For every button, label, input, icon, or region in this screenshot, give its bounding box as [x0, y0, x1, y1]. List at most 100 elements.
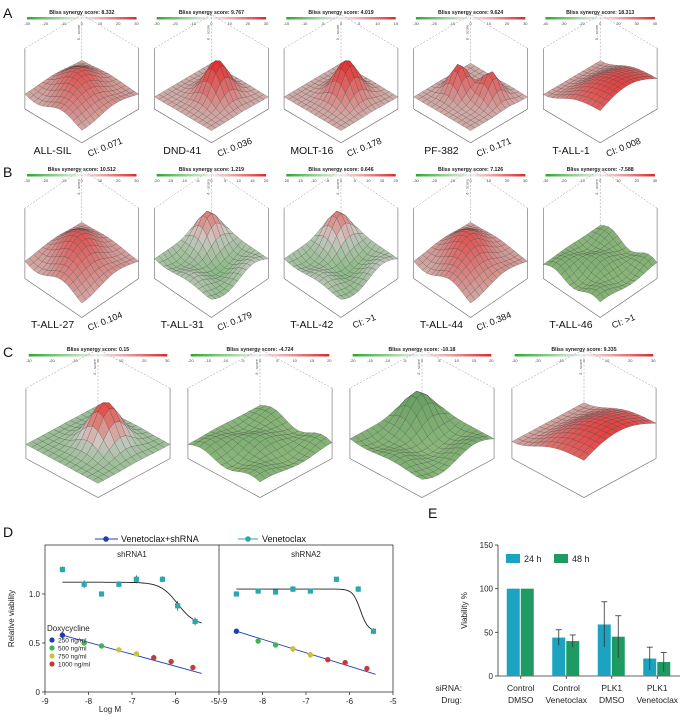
plot-box-frame	[154, 108, 269, 144]
z-axis-label: δ - score	[465, 24, 470, 40]
fit-curve-venetoclax	[62, 581, 202, 624]
color-scale-tick: 15	[310, 358, 315, 363]
data-point-combo	[272, 642, 279, 648]
synergy-score-label: Bliss synergy score: -4.724	[227, 347, 294, 353]
z-axis-label: δ - score	[76, 24, 81, 40]
plot-box-frame	[24, 108, 139, 144]
color-scale-tick: -20	[431, 178, 438, 183]
cell-line-label: T-ALL-31	[161, 319, 204, 331]
color-scale-tick: 20	[628, 358, 633, 363]
data-point-venetoclax	[133, 576, 139, 582]
cell-line-label: T-ALL-1	[552, 145, 590, 157]
plot-box-frame	[413, 14, 528, 49]
synergy-plot-b-2: Bliss synergy score: 1.219 -20 -15 -10 -5 0 5 1…	[154, 167, 269, 333]
panel-letter-e: E	[428, 505, 437, 521]
color-scale-tick: -10	[579, 178, 586, 183]
x-tick-label: -6	[346, 697, 354, 706]
bar-48h-2	[566, 641, 580, 676]
legend-label-2: 48 h	[572, 554, 590, 564]
category-drug: DMSO	[599, 695, 625, 705]
legend-label-combo: Venetoclax+shRNA	[121, 534, 199, 544]
panel-d: D Venetoclax+shRNA Venetoclax Relative viab…	[3, 524, 397, 714]
cell-line-label: T-ALL-44	[420, 319, 463, 331]
ci-label: CI: 0.384	[475, 310, 513, 333]
color-scale-tick: 0	[81, 21, 84, 26]
subplot-title: shRNA2	[291, 550, 321, 559]
bar-24h-1	[506, 588, 520, 676]
legend-swatch-2	[554, 554, 568, 563]
synergy-score-label: Bliss synergy score: 10.512	[48, 167, 116, 173]
data-point-combo	[290, 646, 296, 652]
panel-letter-a: A	[3, 5, 13, 21]
ci-label: CI: 0.179	[216, 310, 254, 333]
color-scale-tick: 20	[505, 178, 510, 183]
color-scale-tick: 0	[97, 358, 100, 363]
y-tick-label: 150	[480, 541, 494, 550]
row-label-sirna: siRNA:	[436, 683, 462, 693]
color-scale-tick: -20	[431, 21, 438, 26]
color-scale-tick: 0	[81, 178, 84, 183]
legend-marker-venetoclax	[245, 536, 251, 542]
legend-swatch-1	[506, 554, 520, 563]
surface-cell	[336, 295, 346, 300]
color-scale-tick: 15	[380, 178, 385, 183]
color-scale-tick: -15	[205, 358, 212, 363]
x-tick-label: -8	[85, 697, 93, 706]
color-scale-tick: 20	[246, 21, 251, 26]
plot-box-frame	[413, 168, 528, 209]
color-scale-tick: 20	[489, 358, 494, 363]
color-scale-tick: -5	[321, 21, 325, 26]
color-scale-tick: -40	[543, 21, 550, 26]
x-tick-label: -9	[41, 697, 49, 706]
z-axis-label: δ - score	[578, 358, 583, 374]
color-scale-tick: 5	[354, 178, 357, 183]
data-point-venetoclax	[255, 588, 261, 594]
plot-box-frame	[187, 458, 333, 498]
synergy-panels: A Bliss synergy score: 8.332 -30 -20 -10 0 10 2…	[3, 5, 658, 498]
color-scale-tick: -30	[413, 21, 420, 26]
surface-cell	[595, 293, 605, 303]
ci-label: CI: 0.008	[605, 136, 643, 159]
color-scale-tick: 10	[237, 178, 242, 183]
color-scale-tick: -20	[283, 178, 290, 183]
data-point-venetoclax	[116, 581, 122, 587]
ci-label: CI: 0.171	[475, 136, 513, 159]
color-scale-tick: 15	[393, 21, 398, 26]
color-scale-tick: -30	[543, 178, 550, 183]
subplot-shrna2: shRNA2	[233, 550, 377, 675]
z-axis-label: δ - score	[594, 178, 599, 194]
bar-48h-1	[520, 588, 534, 676]
synergy-plot-c-3: Bliss synergy score: -10.18 -20 -15 -10 -5 0 5…	[349, 347, 495, 498]
category-sirna: PLK1	[647, 683, 668, 693]
cell-line-label: MOLT-16	[290, 145, 333, 157]
synergy-score-label: Bliss synergy score: 9.767	[179, 10, 244, 16]
z-axis-label: δ - score	[594, 24, 599, 40]
data-point-combo	[255, 638, 261, 644]
surface-cell	[416, 475, 428, 480]
dox-legend-label: 750 ng/ml	[58, 654, 87, 661]
color-scale-tick: 30	[653, 178, 658, 183]
color-scale-tick: -10	[72, 358, 79, 363]
y-tick-label: 100	[480, 585, 494, 594]
data-point-combo	[233, 628, 240, 634]
color-scale-tick: 10	[487, 21, 492, 26]
ci-label: CI: 0.178	[345, 136, 383, 159]
synergy-plot-c-4: Bliss synergy score: 9.335 -30 -20 -10 0 10 20…	[511, 347, 657, 498]
data-point-combo	[81, 640, 87, 646]
dox-legend-label: 1000 ng/ml	[58, 662, 91, 669]
ci-label: CI: 0.036	[216, 136, 254, 159]
category-sirna: Control	[507, 683, 535, 693]
y-axis-label: Relative viability	[7, 590, 16, 647]
color-scale-tick: -20	[154, 178, 161, 183]
color-scale-tick: -20	[172, 21, 179, 26]
synergy-plot-a-4: Bliss synergy score: 9.624 -30 -20 -10 0 10 20…	[413, 10, 528, 159]
color-scale-tick: -10	[449, 21, 456, 26]
data-point-venetoclax	[233, 591, 239, 597]
data-point-combo	[133, 651, 140, 657]
category-sirna: PLK1	[601, 683, 622, 693]
color-scale-tick: -30	[154, 21, 161, 26]
data-point-combo	[307, 652, 314, 658]
surface-cell	[206, 125, 217, 131]
synergy-plot-b-1: Bliss synergy score: 10.512 -30 -20 -10 0 10 2…	[24, 167, 139, 333]
color-scale-tick: 10	[454, 358, 459, 363]
